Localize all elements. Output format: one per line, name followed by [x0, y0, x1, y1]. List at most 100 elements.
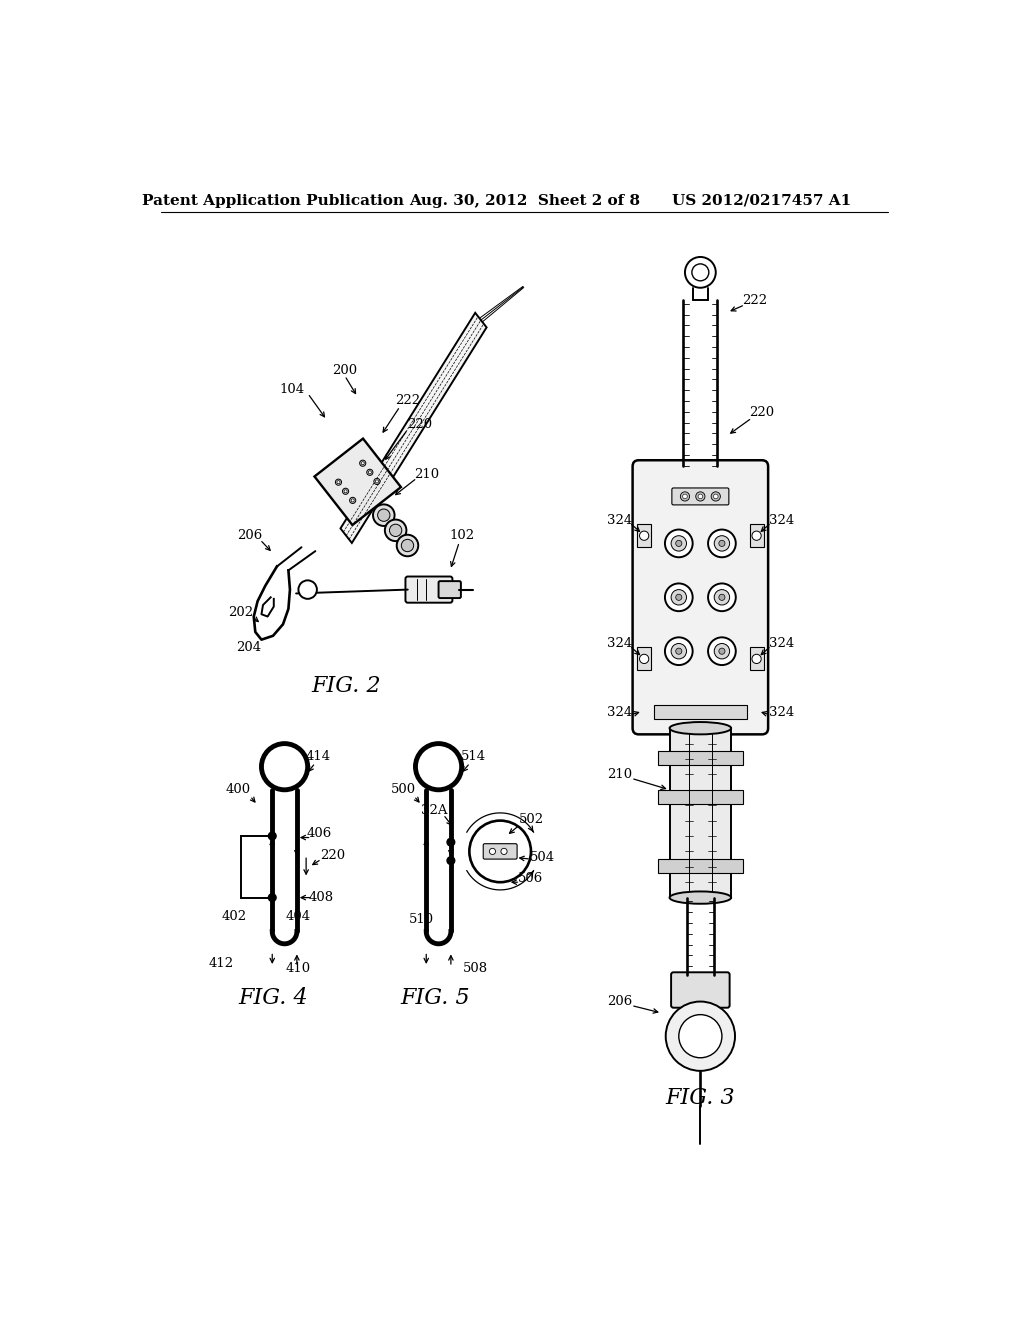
Text: 222: 222: [741, 294, 767, 308]
Circle shape: [469, 821, 531, 882]
Circle shape: [666, 1002, 735, 1071]
Text: 414: 414: [306, 750, 331, 763]
FancyBboxPatch shape: [438, 581, 461, 598]
Ellipse shape: [670, 722, 731, 734]
Circle shape: [361, 462, 365, 465]
Circle shape: [719, 540, 725, 546]
Text: 324: 324: [607, 638, 632, 649]
Circle shape: [367, 469, 373, 475]
Circle shape: [447, 838, 455, 846]
Text: 200: 200: [332, 363, 357, 376]
Text: 210: 210: [607, 768, 632, 781]
Bar: [242, 836, 272, 898]
Circle shape: [389, 524, 401, 536]
Circle shape: [374, 478, 380, 484]
Bar: [637, 524, 651, 548]
Circle shape: [692, 264, 709, 281]
Text: 408: 408: [309, 891, 334, 904]
Text: 222: 222: [395, 395, 420, 408]
Circle shape: [268, 832, 276, 840]
Text: 32A: 32A: [422, 804, 447, 817]
Circle shape: [351, 499, 354, 502]
Text: Aug. 30, 2012  Sheet 2 of 8: Aug. 30, 2012 Sheet 2 of 8: [410, 194, 640, 207]
Circle shape: [719, 648, 725, 655]
Circle shape: [489, 849, 496, 854]
Circle shape: [685, 257, 716, 288]
Circle shape: [501, 849, 507, 854]
Circle shape: [752, 531, 761, 540]
Circle shape: [640, 531, 649, 540]
Text: FIG. 5: FIG. 5: [400, 987, 470, 1008]
Bar: [654, 705, 746, 719]
Text: 514: 514: [461, 750, 485, 763]
Bar: [658, 789, 742, 804]
Circle shape: [268, 894, 276, 902]
Text: FIG. 2: FIG. 2: [311, 675, 381, 697]
Circle shape: [679, 1015, 722, 1057]
Text: 500: 500: [391, 783, 417, 796]
Circle shape: [261, 743, 307, 789]
Circle shape: [342, 488, 348, 495]
Circle shape: [708, 638, 736, 665]
Circle shape: [336, 479, 342, 486]
Text: 324: 324: [607, 706, 632, 719]
Circle shape: [676, 648, 682, 655]
FancyBboxPatch shape: [633, 461, 768, 734]
Text: 220: 220: [319, 849, 345, 862]
Text: 404: 404: [286, 911, 311, 924]
Text: 202: 202: [228, 606, 253, 619]
Circle shape: [401, 540, 414, 552]
FancyBboxPatch shape: [671, 973, 730, 1007]
Text: 324: 324: [769, 513, 794, 527]
FancyBboxPatch shape: [406, 577, 453, 603]
Circle shape: [378, 510, 390, 521]
Circle shape: [671, 590, 686, 605]
Circle shape: [640, 655, 649, 664]
Circle shape: [385, 520, 407, 541]
Circle shape: [298, 581, 316, 599]
Circle shape: [711, 492, 720, 502]
Circle shape: [665, 583, 692, 611]
Circle shape: [671, 536, 686, 552]
Circle shape: [671, 644, 686, 659]
Text: 104: 104: [280, 383, 305, 396]
Text: FIG. 3: FIG. 3: [666, 1086, 735, 1109]
Circle shape: [396, 535, 418, 556]
Circle shape: [708, 583, 736, 611]
Text: 206: 206: [607, 995, 632, 1008]
Text: US 2012/0217457 A1: US 2012/0217457 A1: [673, 194, 852, 207]
Text: 324: 324: [769, 706, 794, 719]
Text: 324: 324: [607, 513, 632, 527]
FancyBboxPatch shape: [672, 488, 729, 506]
Text: 206: 206: [238, 529, 262, 543]
Bar: [658, 751, 742, 766]
Text: 510: 510: [409, 912, 434, 925]
Bar: [750, 524, 764, 548]
Text: 502: 502: [518, 813, 544, 825]
Circle shape: [665, 638, 692, 665]
Circle shape: [683, 494, 687, 499]
Bar: [670, 729, 731, 898]
Circle shape: [719, 594, 725, 601]
Circle shape: [369, 471, 372, 474]
Circle shape: [714, 590, 730, 605]
Circle shape: [376, 480, 379, 483]
Text: 402: 402: [222, 911, 247, 924]
Text: 400: 400: [226, 783, 251, 796]
Circle shape: [714, 536, 730, 552]
Text: 324: 324: [769, 638, 794, 649]
Circle shape: [695, 492, 705, 502]
Ellipse shape: [670, 891, 731, 904]
Text: 210: 210: [415, 467, 439, 480]
Text: 504: 504: [530, 851, 555, 865]
Bar: [658, 859, 742, 873]
Circle shape: [416, 743, 462, 789]
Text: 406: 406: [306, 828, 332, 841]
Text: 102: 102: [450, 529, 474, 543]
Circle shape: [344, 490, 347, 492]
Circle shape: [665, 529, 692, 557]
Circle shape: [337, 480, 340, 483]
Text: 220: 220: [750, 407, 774, 418]
Text: 412: 412: [209, 957, 233, 970]
Circle shape: [676, 594, 682, 601]
